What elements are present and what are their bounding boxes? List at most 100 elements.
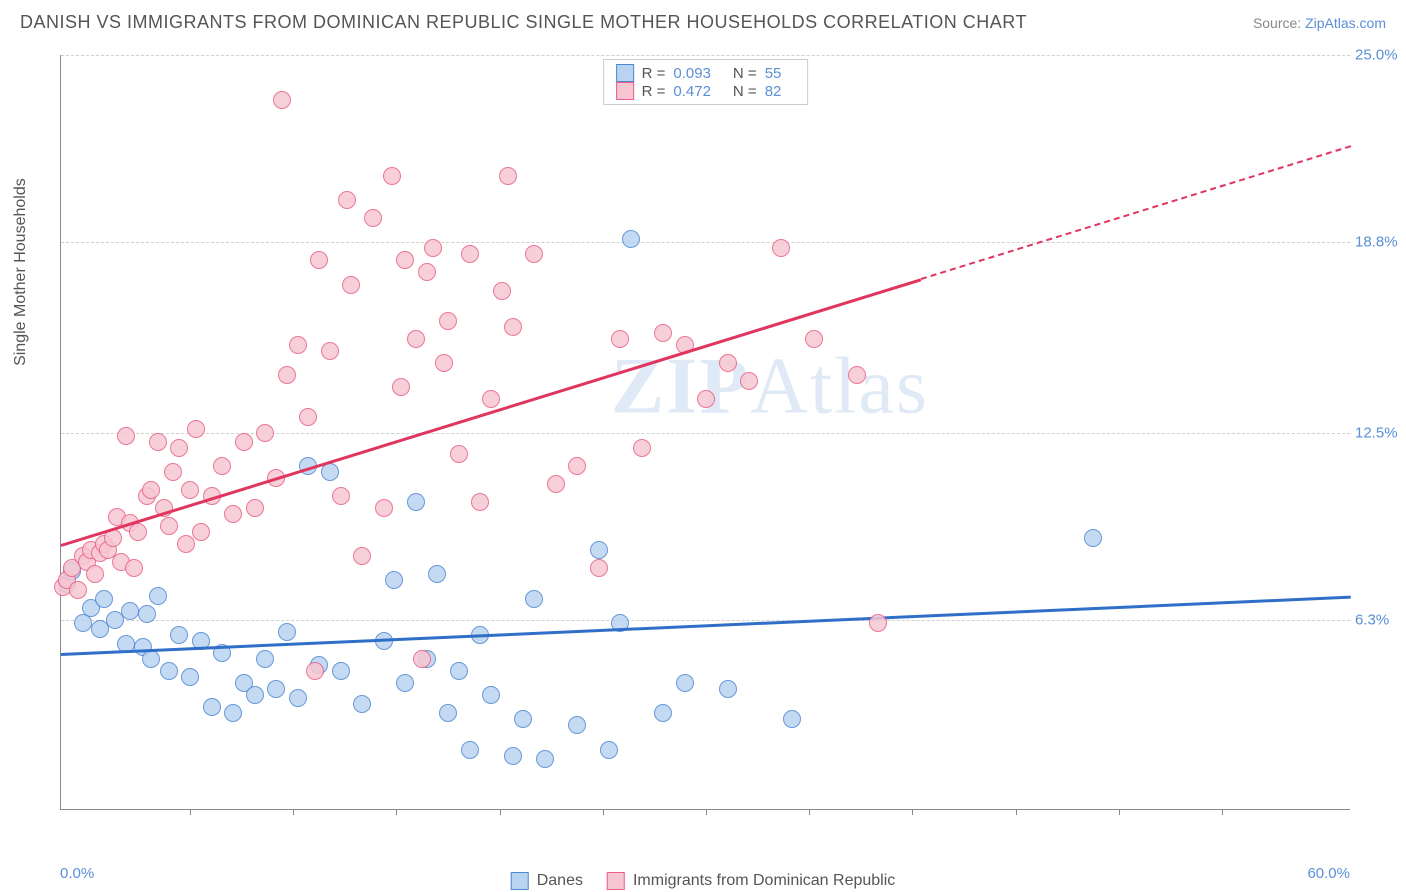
data-point bbox=[482, 390, 500, 408]
x-axis-min-label: 0.0% bbox=[60, 865, 94, 882]
y-axis-title: Single Mother Households bbox=[12, 178, 30, 366]
data-point bbox=[267, 680, 285, 698]
data-point bbox=[392, 378, 410, 396]
data-point bbox=[125, 559, 143, 577]
trend-line bbox=[61, 279, 922, 548]
data-point bbox=[396, 251, 414, 269]
gridline bbox=[61, 433, 1350, 434]
r-value: 0.472 bbox=[673, 83, 711, 100]
data-point bbox=[514, 710, 532, 728]
data-point bbox=[772, 239, 790, 257]
data-point bbox=[256, 650, 274, 668]
data-point bbox=[289, 689, 307, 707]
data-point bbox=[383, 167, 401, 185]
data-point bbox=[547, 475, 565, 493]
gridline bbox=[61, 55, 1350, 56]
data-point bbox=[203, 698, 221, 716]
data-point bbox=[86, 565, 104, 583]
data-point bbox=[654, 704, 672, 722]
legend-item: Immigrants from Dominican Republic bbox=[607, 872, 895, 890]
data-point bbox=[450, 445, 468, 463]
source-prefix: Source: bbox=[1253, 15, 1305, 31]
data-point bbox=[783, 710, 801, 728]
x-tick bbox=[706, 809, 707, 815]
x-tick bbox=[809, 809, 810, 815]
data-point bbox=[633, 439, 651, 457]
x-tick bbox=[500, 809, 501, 815]
data-point bbox=[848, 366, 866, 384]
x-tick bbox=[912, 809, 913, 815]
legend-row: R = 0.093N = 55 bbox=[616, 64, 796, 82]
data-point bbox=[525, 245, 543, 263]
n-label: N = bbox=[733, 83, 757, 100]
x-tick bbox=[396, 809, 397, 815]
data-point bbox=[278, 623, 296, 641]
legend-bottom: Danes Immigrants from Dominican Republic bbox=[511, 872, 896, 890]
data-point bbox=[364, 209, 382, 227]
legend-item: Danes bbox=[511, 872, 583, 890]
data-point bbox=[499, 167, 517, 185]
data-point bbox=[256, 424, 274, 442]
y-tick-label: 25.0% bbox=[1355, 47, 1406, 64]
data-point bbox=[289, 336, 307, 354]
data-point bbox=[536, 750, 554, 768]
data-point bbox=[435, 354, 453, 372]
data-point bbox=[504, 318, 522, 336]
x-tick bbox=[1016, 809, 1017, 815]
data-point bbox=[149, 433, 167, 451]
data-point bbox=[181, 668, 199, 686]
data-point bbox=[170, 626, 188, 644]
data-point bbox=[332, 662, 350, 680]
data-point bbox=[246, 499, 264, 517]
data-point bbox=[396, 674, 414, 692]
data-point bbox=[719, 680, 737, 698]
data-point bbox=[740, 372, 758, 390]
data-point bbox=[129, 523, 147, 541]
data-point bbox=[385, 571, 403, 589]
trend-line bbox=[61, 596, 1351, 656]
data-point bbox=[149, 587, 167, 605]
data-point bbox=[121, 602, 139, 620]
data-point bbox=[164, 463, 182, 481]
data-point bbox=[493, 282, 511, 300]
n-label: N = bbox=[733, 65, 757, 82]
data-point bbox=[590, 541, 608, 559]
source-link[interactable]: ZipAtlas.com bbox=[1305, 15, 1386, 31]
y-tick-label: 6.3% bbox=[1355, 611, 1406, 628]
data-point bbox=[590, 559, 608, 577]
data-point bbox=[424, 239, 442, 257]
data-point bbox=[375, 499, 393, 517]
data-point bbox=[439, 312, 457, 330]
data-point bbox=[654, 324, 672, 342]
legend-row: R = 0.472N = 82 bbox=[616, 82, 796, 100]
x-axis-max-label: 60.0% bbox=[1307, 865, 1350, 882]
data-point bbox=[504, 747, 522, 765]
data-point bbox=[142, 650, 160, 668]
data-point bbox=[676, 674, 694, 692]
data-point bbox=[142, 481, 160, 499]
r-value: 0.093 bbox=[673, 65, 711, 82]
chart-title: DANISH VS IMMIGRANTS FROM DOMINICAN REPU… bbox=[20, 12, 1027, 33]
data-point bbox=[869, 614, 887, 632]
data-point bbox=[611, 330, 629, 348]
data-point bbox=[181, 481, 199, 499]
data-point bbox=[568, 716, 586, 734]
data-point bbox=[353, 695, 371, 713]
y-tick-label: 12.5% bbox=[1355, 424, 1406, 441]
data-point bbox=[697, 390, 715, 408]
legend-swatch bbox=[607, 872, 625, 890]
x-tick bbox=[293, 809, 294, 815]
legend-swatch bbox=[511, 872, 529, 890]
x-tick bbox=[190, 809, 191, 815]
data-point bbox=[461, 741, 479, 759]
trend-line bbox=[921, 146, 1352, 281]
data-point bbox=[192, 523, 210, 541]
data-point bbox=[310, 251, 328, 269]
legend-swatch bbox=[616, 64, 634, 82]
data-point bbox=[321, 342, 339, 360]
legend-swatch bbox=[616, 82, 634, 100]
y-tick-label: 18.8% bbox=[1355, 234, 1406, 251]
x-tick bbox=[603, 809, 604, 815]
data-point bbox=[413, 650, 431, 668]
source-attribution: Source: ZipAtlas.com bbox=[1253, 15, 1386, 31]
